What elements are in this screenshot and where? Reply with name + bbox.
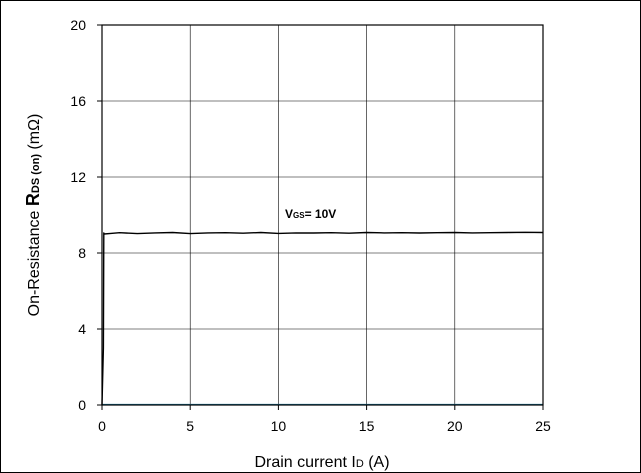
series-layer (101, 231, 544, 406)
y-tick-labels: 0 4 8 12 16 20 (70, 17, 102, 413)
y-tick-label: 12 (70, 169, 86, 185)
plot-area (102, 25, 543, 405)
y-axis-title-subscript: DS (on) (30, 154, 42, 193)
x-axis-title: Drain current ID (A) (254, 454, 389, 471)
x-tick-label: 5 (186, 418, 194, 434)
x-axis-title-subscript: D (356, 458, 364, 470)
series-label: VGS= 10V (285, 207, 336, 221)
x-tick-label: 20 (447, 418, 463, 434)
series-label-value: = 10V (305, 207, 337, 221)
y-tick-label: 16 (70, 93, 86, 109)
series-label-subscript: GS (293, 211, 305, 220)
x-tick-label: 0 (98, 418, 106, 434)
x-tick-labels: 0 5 10 15 20 25 (98, 405, 551, 434)
y-axis-title-text: On-Resistance (26, 206, 43, 316)
series-label-symbol: V (285, 207, 293, 221)
x-tick-label: 10 (271, 418, 287, 434)
y-axis-title-symbol: R (23, 193, 43, 206)
series-line (101, 231, 544, 406)
y-tick-label: 0 (78, 397, 86, 413)
x-tick-label: 25 (535, 418, 551, 434)
y-axis-title-unit: (mΩ) (26, 114, 43, 154)
x-axis-title-unit: (A) (364, 454, 390, 471)
y-tick-label: 20 (70, 17, 86, 33)
y-tick-label: 4 (78, 321, 86, 337)
y-tick-label: 8 (78, 245, 86, 261)
plot-border (101, 24, 544, 406)
grid (102, 25, 543, 405)
y-axis-title: On-Resistance RDS (on) (mΩ) (23, 114, 43, 317)
x-axis-title-text: Drain current I (254, 454, 355, 471)
x-tick-label: 15 (359, 418, 375, 434)
